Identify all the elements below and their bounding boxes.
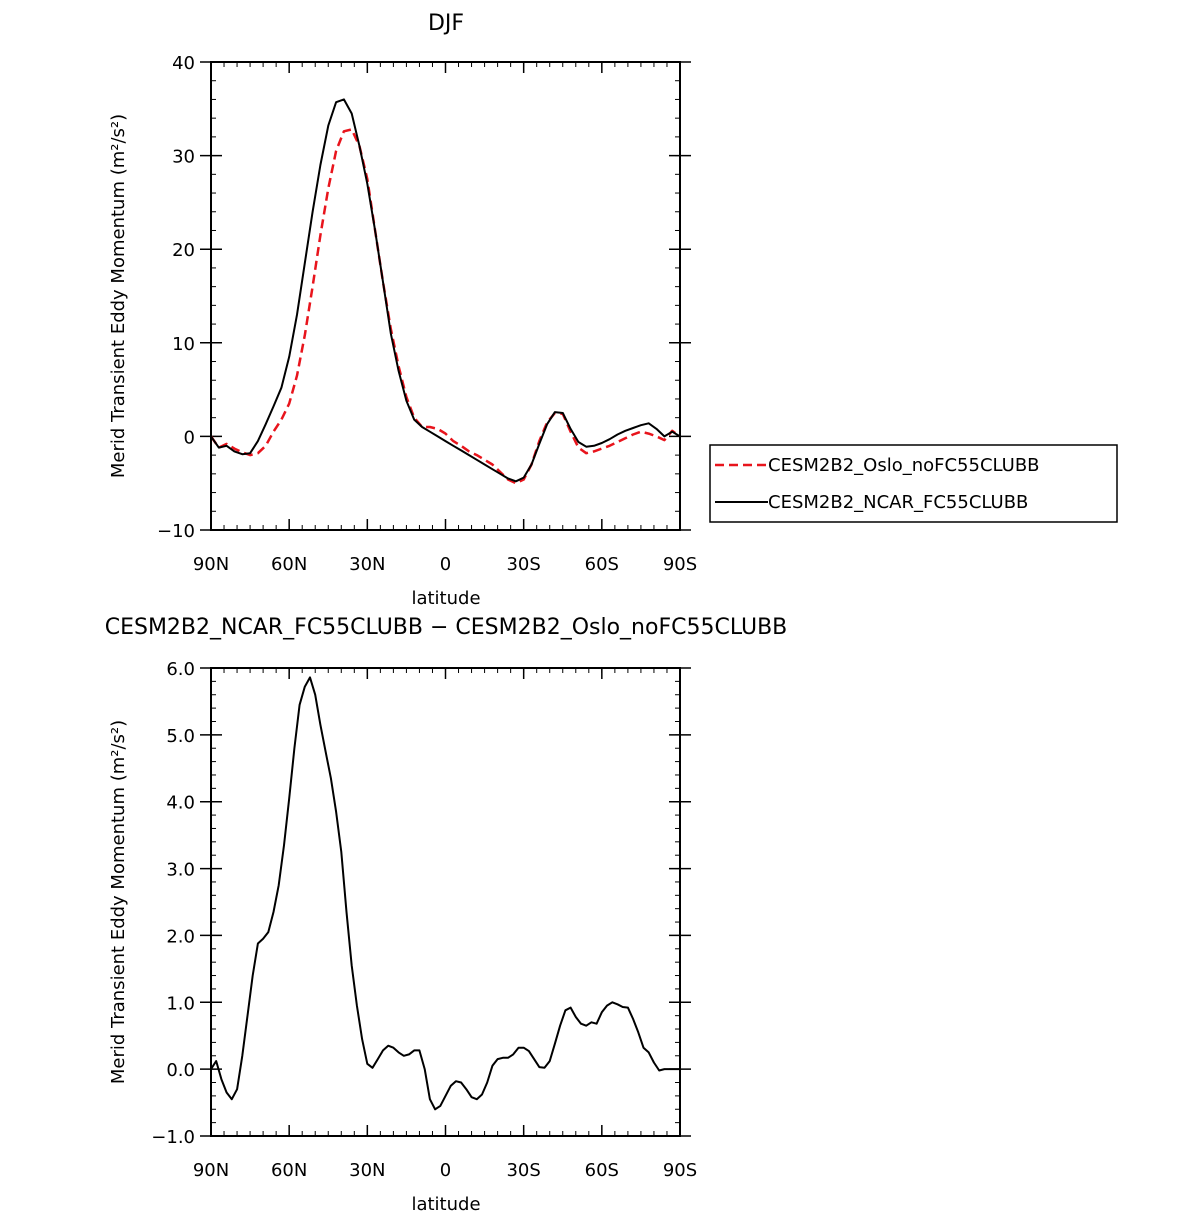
bottom-panel-y-tick-label: 5.0 xyxy=(166,726,195,747)
top-panel-x-tick-label: 30S xyxy=(506,554,540,575)
top-panel-title: DJF xyxy=(428,11,464,36)
top-panel-series-line-1 xyxy=(210,98,681,483)
top-panel-frame xyxy=(210,61,681,531)
bottom-panel-y-tick-label: 6.0 xyxy=(166,659,195,680)
bottom-panel-x-tick-label: 90N xyxy=(193,1160,229,1181)
bottom-panel-y-tick-label: 2.0 xyxy=(166,926,195,947)
bottom-panel: CESM2B2_NCAR_FC55CLUBB − CESM2B2_Oslo_no… xyxy=(105,615,788,1215)
bottom-panel-series xyxy=(210,676,680,1111)
top-panel-y-tick-label: −10 xyxy=(157,521,195,542)
top-panel-x-tick-label: 60N xyxy=(271,554,307,575)
legend-entry-ncar: CESM2B2_NCAR_FC55CLUBB xyxy=(768,492,1028,513)
bottom-panel-x-tick-label: 60N xyxy=(271,1160,307,1181)
bottom-panel-x-axis-label: latitude xyxy=(411,1194,480,1215)
top-panel-x-tick-label: 60S xyxy=(585,554,619,575)
top-panel-y-tick-label: 0 xyxy=(184,427,195,448)
legend-entry-oslo: CESM2B2_Oslo_noFC55CLUBB xyxy=(768,455,1040,476)
top-panel-x-axis-label: latitude xyxy=(411,588,480,609)
bottom-panel-x-tick-label: 0 xyxy=(440,1160,451,1181)
bottom-panel-x-tick-label: 90S xyxy=(663,1160,697,1181)
top-panel-series-line-0 xyxy=(209,128,681,485)
legend: CESM2B2_Oslo_noFC55CLUBB CESM2B2_NCAR_FC… xyxy=(709,444,1118,523)
bottom-panel-y-tick-label: 0.0 xyxy=(166,1060,195,1081)
top-panel-x-tick-label: 0 xyxy=(440,554,451,575)
top-panel-y-axis-label: Merid Transient Eddy Momentum (m²/s²) xyxy=(108,114,129,478)
bottom-panel-y-tick-label: 1.0 xyxy=(166,993,195,1014)
top-panel-ticks: 90N 60N 30N 0 30S 60S 90S −10 0 10 20 30 40 xyxy=(157,53,697,575)
bottom-panel-ticks: 90N 60N 30N 0 30S 60S 90S −1.0 0.0 1.0 2.0 3.0 4.0 5.… xyxy=(151,659,697,1181)
bottom-panel-x-tick-label: 60S xyxy=(585,1160,619,1181)
bottom-panel-frame xyxy=(210,667,681,1137)
bottom-panel-series-line-0 xyxy=(210,676,680,1111)
bottom-panel-y-tick-label: −1.0 xyxy=(151,1127,195,1148)
top-panel-x-tick-label: 30N xyxy=(349,554,385,575)
top-panel-x-tick-label: 90S xyxy=(663,554,697,575)
top-panel-series xyxy=(209,98,681,485)
top-panel-y-tick-label: 20 xyxy=(172,240,195,261)
bottom-panel-title: CESM2B2_NCAR_FC55CLUBB − CESM2B2_Oslo_no… xyxy=(105,615,788,640)
bottom-panel-x-tick-label: 30N xyxy=(349,1160,385,1181)
bottom-panel-y-axis-label: Merid Transient Eddy Momentum (m²/s²) xyxy=(108,720,129,1084)
top-panel: DJF 90N 60N 30N 0 30S 60S 90S −10 0 10 20 30 40 lati… xyxy=(108,11,697,609)
bottom-panel-y-tick-label: 3.0 xyxy=(166,860,195,881)
bottom-panel-x-tick-label: 30S xyxy=(506,1160,540,1181)
top-panel-y-tick-label: 10 xyxy=(172,334,195,355)
top-panel-y-tick-label: 30 xyxy=(172,147,195,168)
bottom-panel-y-tick-label: 4.0 xyxy=(166,793,195,814)
top-panel-y-tick-label: 40 xyxy=(172,53,195,74)
legend-box xyxy=(709,444,1118,523)
top-panel-x-tick-label: 90N xyxy=(193,554,229,575)
